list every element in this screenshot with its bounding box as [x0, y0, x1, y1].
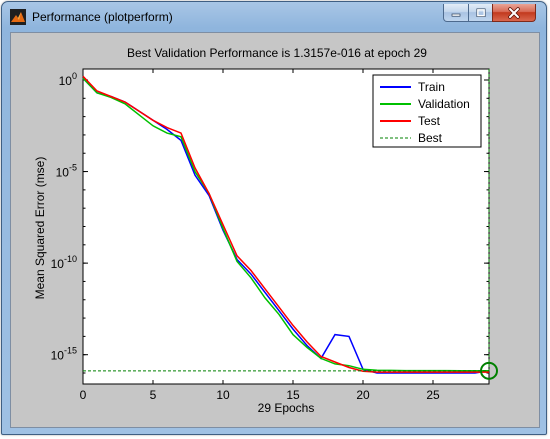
best-epoch-marker — [480, 361, 498, 380]
y-tick-base: 10 — [51, 349, 65, 363]
x-tick-label: 15 — [286, 388, 300, 402]
x-tick-label: 20 — [356, 388, 370, 402]
maximize-button[interactable] — [468, 4, 493, 22]
x-tick-label: 0 — [80, 388, 87, 402]
minimize-button[interactable] — [443, 4, 469, 22]
performance-plot: Best Validation Performance is 1.3157e-0… — [33, 46, 498, 415]
legend[interactable]: Train Validation Test Best — [372, 74, 482, 148]
y-tick-exponent: -10 — [64, 254, 77, 264]
series-line-test — [82, 75, 489, 373]
window-title: Performance (plotperform) — [32, 10, 173, 24]
matlab-figure-icon — [10, 9, 26, 25]
series-layer — [82, 69, 498, 380]
close-button[interactable] — [492, 4, 536, 22]
legend-label-train: Train — [418, 80, 445, 94]
y-tick-label: 10-10 — [51, 254, 77, 271]
x-tick-label: 5 — [150, 388, 157, 402]
title-bar[interactable]: Performance (plotperform) — [2, 2, 546, 32]
maximize-icon — [475, 8, 485, 17]
legend-label-best: Best — [418, 131, 443, 145]
y-tick-base: 10 — [51, 257, 65, 271]
y-tick-base: 10 — [56, 166, 70, 180]
x-tick-label: 25 — [426, 388, 440, 402]
x-axis-label: 29 Epochs — [258, 401, 315, 415]
y-tick-exponent: 0 — [72, 71, 77, 81]
x-axis: 0 5 10 15 20 25 — [80, 69, 440, 402]
y-tick-exponent: -5 — [69, 163, 77, 173]
y-tick-label: 100 — [59, 71, 77, 88]
chart-title: Best Validation Performance is 1.3157e-0… — [127, 46, 427, 60]
y-axis-label: Mean Squared Error (mse) — [33, 157, 47, 300]
y-tick-label: 10-5 — [56, 163, 77, 180]
figure-canvas: Best Validation Performance is 1.3157e-0… — [10, 32, 540, 428]
legend-label-validation: Validation — [418, 97, 470, 111]
legend-label-test: Test — [418, 114, 441, 128]
x-tick-label: 10 — [216, 388, 230, 402]
minimize-icon — [451, 13, 461, 17]
y-tick-base: 10 — [59, 74, 73, 88]
y-tick-label: 10-15 — [51, 346, 77, 363]
series-line-validation — [82, 77, 489, 372]
y-tick-exponent: -15 — [64, 346, 77, 356]
close-icon — [508, 6, 520, 19]
